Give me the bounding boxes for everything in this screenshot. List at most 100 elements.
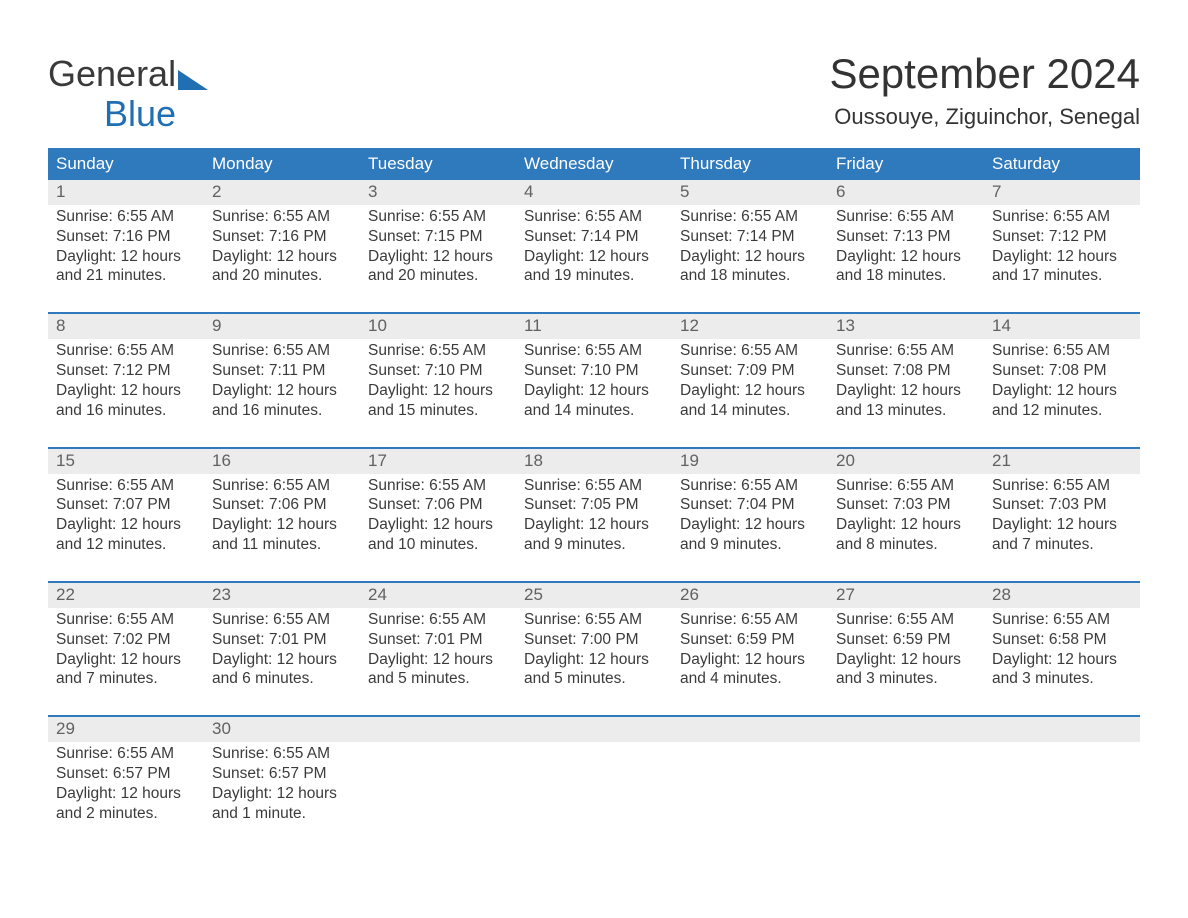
day-number: 5 [672, 180, 828, 205]
day-line: Daylight: 12 hours [992, 381, 1132, 401]
day-number: 24 [360, 583, 516, 608]
day-cell: Sunrise: 6:55 AMSunset: 7:01 PMDaylight:… [360, 608, 516, 689]
day-line: and 18 minutes. [836, 266, 976, 286]
day-line: Sunrise: 6:55 AM [836, 207, 976, 227]
day-cell: Sunrise: 6:55 AMSunset: 7:15 PMDaylight:… [360, 205, 516, 286]
flag-icon [178, 60, 208, 96]
day-cell: Sunrise: 6:55 AMSunset: 7:03 PMDaylight:… [828, 474, 984, 555]
day-line: Sunset: 6:59 PM [680, 630, 820, 650]
day-line: Sunrise: 6:55 AM [992, 476, 1132, 496]
month-title: September 2024 [829, 50, 1140, 98]
day-number: 9 [204, 314, 360, 339]
day-line: Daylight: 12 hours [368, 247, 508, 267]
day-line: Sunrise: 6:55 AM [212, 744, 352, 764]
day-line: Sunrise: 6:55 AM [368, 207, 508, 227]
weekday-header: Wednesday [516, 148, 672, 180]
day-line: and 16 minutes. [212, 401, 352, 421]
day-line: Daylight: 12 hours [56, 247, 196, 267]
day-number: 30 [204, 717, 360, 742]
week-row: Sunrise: 6:55 AMSunset: 7:02 PMDaylight:… [48, 608, 1140, 689]
day-cell: Sunrise: 6:55 AMSunset: 7:02 PMDaylight:… [48, 608, 204, 689]
day-body: Sunrise: 6:55 AMSunset: 7:12 PMDaylight:… [992, 205, 1132, 286]
day-number: 20 [828, 449, 984, 474]
day-body: Sunrise: 6:55 AMSunset: 7:14 PMDaylight:… [524, 205, 664, 286]
day-line: Sunset: 6:57 PM [56, 764, 196, 784]
day-line: Sunrise: 6:55 AM [680, 476, 820, 496]
day-body: Sunrise: 6:55 AMSunset: 7:00 PMDaylight:… [524, 608, 664, 689]
day-line: and 14 minutes. [680, 401, 820, 421]
day-line: and 15 minutes. [368, 401, 508, 421]
day-line: Daylight: 12 hours [836, 247, 976, 267]
day-number-row: 2930 [48, 717, 1140, 742]
day-cell [984, 742, 1140, 823]
day-body: Sunrise: 6:55 AMSunset: 7:06 PMDaylight:… [212, 474, 352, 555]
brand-part1: General [48, 53, 176, 94]
day-line: and 5 minutes. [524, 669, 664, 689]
day-line: and 3 minutes. [992, 669, 1132, 689]
day-line: and 14 minutes. [524, 401, 664, 421]
day-line: Sunset: 7:01 PM [212, 630, 352, 650]
day-line: Sunset: 7:05 PM [524, 495, 664, 515]
day-cell: Sunrise: 6:55 AMSunset: 7:01 PMDaylight:… [204, 608, 360, 689]
day-line: Daylight: 12 hours [524, 381, 664, 401]
day-line: and 9 minutes. [524, 535, 664, 555]
day-cell: Sunrise: 6:55 AMSunset: 6:57 PMDaylight:… [48, 742, 204, 823]
day-body: Sunrise: 6:55 AMSunset: 7:16 PMDaylight:… [212, 205, 352, 286]
day-line: Sunset: 7:06 PM [368, 495, 508, 515]
day-line: and 13 minutes. [836, 401, 976, 421]
day-line: and 19 minutes. [524, 266, 664, 286]
day-line: Daylight: 12 hours [56, 381, 196, 401]
day-line: Sunset: 7:12 PM [992, 227, 1132, 247]
day-number: 28 [984, 583, 1140, 608]
day-line: and 16 minutes. [56, 401, 196, 421]
day-line: Daylight: 12 hours [212, 381, 352, 401]
day-line: Sunset: 6:59 PM [836, 630, 976, 650]
day-number: 7 [984, 180, 1140, 205]
day-line: Sunrise: 6:55 AM [56, 744, 196, 764]
day-cell: Sunrise: 6:55 AMSunset: 7:12 PMDaylight:… [48, 339, 204, 420]
day-line: Sunrise: 6:55 AM [56, 610, 196, 630]
day-line: Sunrise: 6:55 AM [680, 610, 820, 630]
day-line: Sunrise: 6:55 AM [836, 341, 976, 361]
weekday-header: Tuesday [360, 148, 516, 180]
day-line: Daylight: 12 hours [680, 247, 820, 267]
day-number: 21 [984, 449, 1140, 474]
day-cell: Sunrise: 6:55 AMSunset: 7:16 PMDaylight:… [204, 205, 360, 286]
day-cell [516, 742, 672, 823]
day-body: Sunrise: 6:55 AMSunset: 7:04 PMDaylight:… [680, 474, 820, 555]
day-line: Sunset: 7:04 PM [680, 495, 820, 515]
day-body: Sunrise: 6:55 AMSunset: 7:02 PMDaylight:… [56, 608, 196, 689]
day-line: Sunset: 7:03 PM [992, 495, 1132, 515]
day-line: Sunrise: 6:55 AM [524, 476, 664, 496]
day-line: and 5 minutes. [368, 669, 508, 689]
day-line: Sunrise: 6:55 AM [368, 341, 508, 361]
day-body: Sunrise: 6:55 AMSunset: 7:10 PMDaylight:… [368, 339, 508, 420]
day-number: 18 [516, 449, 672, 474]
day-cell [828, 742, 984, 823]
day-cell: Sunrise: 6:55 AMSunset: 7:04 PMDaylight:… [672, 474, 828, 555]
day-line: Daylight: 12 hours [524, 515, 664, 535]
day-line: Daylight: 12 hours [368, 515, 508, 535]
day-line: Sunset: 6:58 PM [992, 630, 1132, 650]
day-line: Sunrise: 6:55 AM [992, 207, 1132, 227]
day-line: Sunrise: 6:55 AM [524, 207, 664, 227]
day-cell: Sunrise: 6:55 AMSunset: 7:05 PMDaylight:… [516, 474, 672, 555]
day-line: Daylight: 12 hours [836, 650, 976, 670]
week-row: Sunrise: 6:55 AMSunset: 7:16 PMDaylight:… [48, 205, 1140, 286]
day-number: 13 [828, 314, 984, 339]
week-row: Sunrise: 6:55 AMSunset: 7:07 PMDaylight:… [48, 474, 1140, 555]
day-line: and 21 minutes. [56, 266, 196, 286]
day-line: Daylight: 12 hours [836, 515, 976, 535]
day-body: Sunrise: 6:55 AMSunset: 7:16 PMDaylight:… [56, 205, 196, 286]
day-number: 12 [672, 314, 828, 339]
day-line: Sunrise: 6:55 AM [56, 476, 196, 496]
day-line: and 10 minutes. [368, 535, 508, 555]
day-line: Sunset: 7:01 PM [368, 630, 508, 650]
day-cell: Sunrise: 6:55 AMSunset: 7:12 PMDaylight:… [984, 205, 1140, 286]
day-body: Sunrise: 6:55 AMSunset: 7:14 PMDaylight:… [680, 205, 820, 286]
brand-part2: Blue [48, 93, 176, 134]
day-line: Sunset: 7:00 PM [524, 630, 664, 650]
day-cell: Sunrise: 6:55 AMSunset: 7:13 PMDaylight:… [828, 205, 984, 286]
day-line: and 8 minutes. [836, 535, 976, 555]
day-cell: Sunrise: 6:55 AMSunset: 7:14 PMDaylight:… [516, 205, 672, 286]
